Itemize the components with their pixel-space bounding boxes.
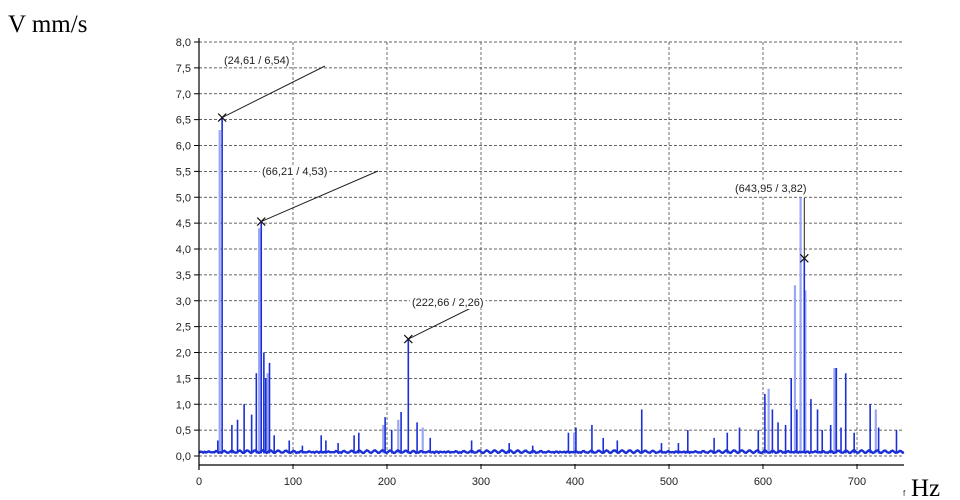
x-tick-label: 600	[754, 476, 772, 488]
x-tick-label: 200	[378, 476, 396, 488]
peak-label: (24,61 / 6,54)	[224, 55, 289, 67]
x-tick-label: 300	[472, 476, 490, 488]
y-tick-label: 7,0	[176, 89, 191, 101]
y-tick-label: 7,5	[176, 63, 191, 75]
y-tick-labels: 0,0 0,5 1,0 1,5 2,0 2,5 3,0 3,5 4,0 4,5 5,0 5,5 6,0 6…	[176, 37, 191, 463]
noise-floor-line	[198, 448, 905, 455]
x-axis-label-prefix: f	[903, 489, 906, 498]
x-tick-label: 0	[196, 476, 202, 488]
y-tick-label: 0,0	[176, 451, 191, 463]
spectrum-light-series	[218, 129, 877, 454]
axes	[194, 38, 904, 470]
peak-label-background	[733, 182, 809, 195]
y-tick-label: 4,0	[176, 244, 191, 256]
y-tick-label: 2,5	[176, 322, 191, 334]
y-tick-label: 4,5	[176, 218, 191, 230]
peak-marker	[256, 217, 266, 226]
y-tick-label: 3,0	[176, 296, 191, 308]
y-axis-label: V mm/s	[8, 11, 87, 38]
y-tick-label: 5,5	[176, 166, 191, 178]
y-tick-label: 1,5	[176, 373, 191, 385]
y-tick-label: 0,5	[176, 425, 191, 437]
peak-label: (222,66 / 2,26)	[412, 297, 484, 309]
peak-label-background	[222, 54, 292, 67]
y-tick-label: 3,5	[176, 270, 191, 282]
peak-label: (643,95 / 3,82)	[735, 183, 807, 195]
peak-marker	[799, 253, 809, 263]
spectrum-series	[217, 117, 898, 454]
y-tick-label: 6,0	[176, 141, 191, 153]
peak-label: (66,21 / 4,53)	[262, 166, 327, 178]
peak-annotations: (24,61 / 6,54) (66,21 / 4,53) (222,66 / 2,…	[217, 54, 809, 344]
peak-marker	[403, 334, 413, 344]
y-tick-label: 2,0	[176, 348, 191, 360]
y-tick-label: 8,0	[176, 37, 191, 49]
peak-label-background	[410, 296, 486, 309]
peak-leader-line	[221, 65, 326, 119]
y-tick-label: 1,0	[176, 399, 191, 411]
noise-floor	[198, 448, 905, 455]
y-tick-label: 6,5	[176, 115, 191, 127]
y-tick-label: 5,0	[176, 192, 191, 204]
peak-label-background	[260, 165, 330, 178]
x-tick-label: 500	[660, 476, 678, 488]
peak-marker	[217, 113, 227, 122]
peak-leader-line	[261, 170, 379, 223]
x-axis-label: Hz	[911, 475, 940, 500]
x-tick-label: 700	[848, 476, 866, 488]
x-tick-labels: 0 100 200 300 400 500 600 700	[196, 476, 866, 488]
x-tick-label: 400	[566, 476, 584, 488]
x-tick-label: 100	[284, 476, 302, 488]
